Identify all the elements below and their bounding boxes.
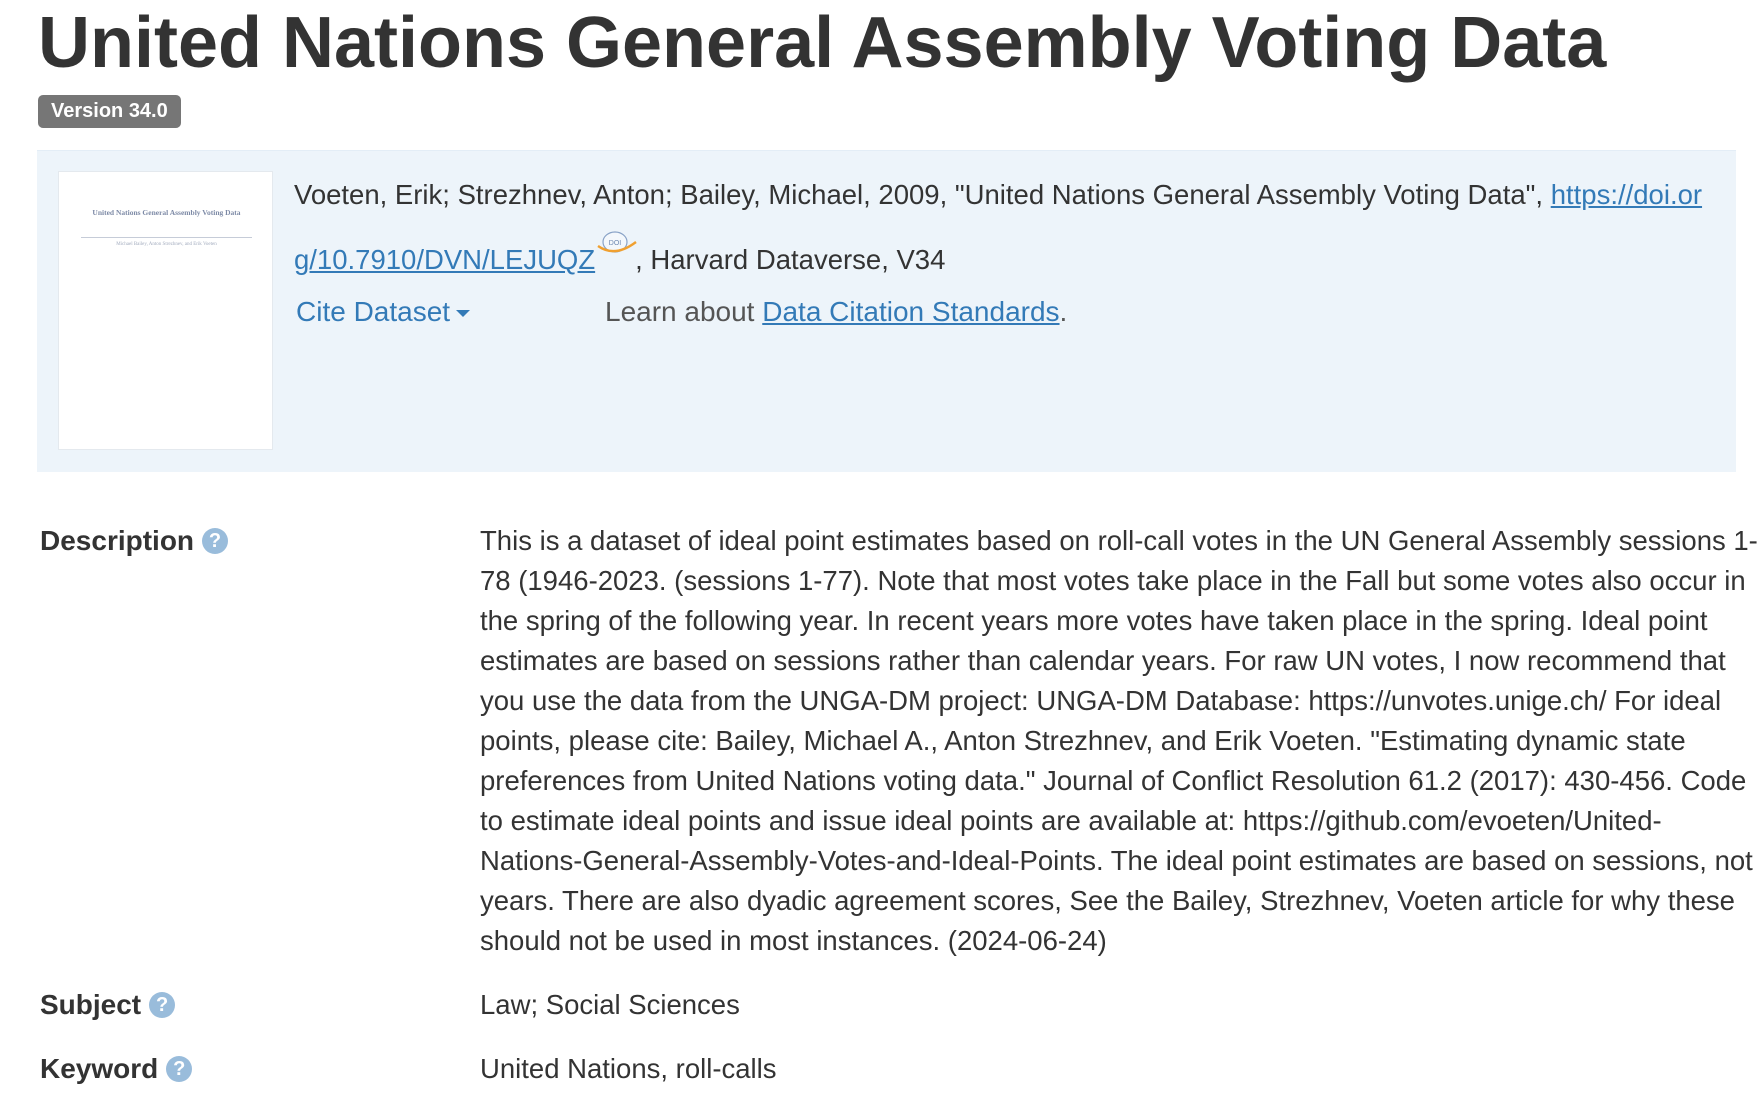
description-label: Description?	[40, 521, 229, 561]
citation-authors-title: Voeten, Erik; Strezhnev, Anton; Bailey, …	[294, 179, 1551, 210]
thumbnail-title: United Nations General Assembly Voting D…	[92, 208, 241, 217]
learn-about-text: Learn about	[605, 296, 763, 327]
question-circle-icon[interactable]: ?	[202, 528, 229, 554]
subject-label-text: Subject	[40, 989, 142, 1020]
citation-box: United Nations General Assembly Voting D…	[37, 150, 1736, 472]
data-citation-standards-link[interactable]: Data Citation Standards	[762, 296, 1060, 327]
doi-globe-icon[interactable]: DOI	[595, 222, 639, 253]
page-title: United Nations General Assembly Voting D…	[38, 3, 1607, 83]
subject-value: Law; Social Sciences	[480, 989, 740, 1020]
cite-dataset-dropdown[interactable]: Cite Dataset	[296, 294, 471, 330]
question-circle-icon[interactable]: ?	[166, 1056, 193, 1082]
description-label-text: Description	[40, 525, 195, 556]
dataset-thumbnail[interactable]: United Nations General Assembly Voting D…	[58, 171, 273, 450]
question-circle-icon[interactable]: ?	[149, 992, 176, 1018]
learn-about-line: Learn about Data Citation Standards.	[605, 294, 1067, 330]
version-badge: Version 34.0	[38, 95, 181, 128]
caret-down-icon	[456, 310, 471, 317]
keyword-value: United Nations, roll-calls	[480, 1053, 777, 1084]
citation-text: Voeten, Erik; Strezhnev, Anton; Bailey, …	[294, 167, 1714, 287]
description-value: This is a dataset of ideal point estimat…	[480, 525, 1758, 956]
doi-link[interactable]: https://doi.org/10.7910/DVN/LEJUQZ	[294, 179, 1703, 275]
thumbnail-authors: Michael Bailey, Anton Strezhnev, and Eri…	[81, 237, 252, 248]
svg-text:DOI: DOI	[609, 240, 622, 247]
keyword-label: Keyword?	[40, 1049, 193, 1089]
citation-publisher-version: , Harvard Dataverse, V34	[635, 244, 946, 275]
learn-about-suffix: .	[1059, 296, 1068, 327]
keyword-label-text: Keyword	[40, 1053, 159, 1084]
subject-label: Subject?	[40, 985, 176, 1025]
cite-dataset-label: Cite Dataset	[296, 296, 451, 327]
